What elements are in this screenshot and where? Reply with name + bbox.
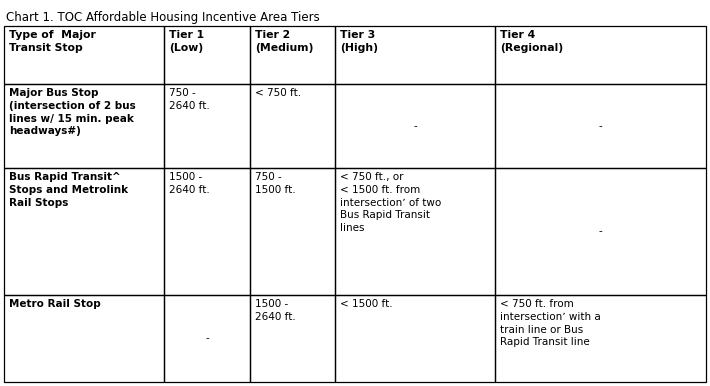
Text: < 750 ft., or
< 1500 ft. from
intersectionʼ of two
Bus Rapid Transit
lines: < 750 ft., or < 1500 ft. from intersecti… (340, 172, 442, 233)
Text: -: - (413, 121, 417, 131)
Bar (164, 26, 250, 84)
Text: -: - (205, 334, 209, 344)
Bar (250, 84, 335, 168)
Bar (496, 168, 706, 295)
Text: Tier 2
(Medium): Tier 2 (Medium) (255, 30, 313, 53)
Text: Type of  Major
Transit Stop: Type of Major Transit Stop (9, 30, 96, 53)
Text: Tier 3
(High): Tier 3 (High) (340, 30, 378, 53)
Text: 750 -
1500 ft.: 750 - 1500 ft. (255, 172, 295, 195)
Text: 1500 -
2640 ft.: 1500 - 2640 ft. (255, 299, 295, 322)
Bar (4, 84, 164, 168)
Text: < 1500 ft.: < 1500 ft. (340, 299, 393, 309)
Text: 750 -
2640 ft.: 750 - 2640 ft. (169, 88, 210, 111)
Text: < 750 ft. from
intersectionʼ with a
train line or Bus
Rapid Transit line: < 750 ft. from intersectionʼ with a trai… (501, 299, 601, 347)
Bar (4, 295, 164, 382)
Bar (496, 295, 706, 382)
Bar (4, 168, 164, 295)
Bar (496, 84, 706, 168)
Text: Chart 1. TOC Affordable Housing Incentive Area Tiers: Chart 1. TOC Affordable Housing Incentiv… (6, 11, 320, 24)
Bar (335, 84, 496, 168)
Bar (335, 168, 496, 295)
Text: Major Bus Stop
(intersection of 2 bus
lines w/ 15 min. peak
headways#): Major Bus Stop (intersection of 2 bus li… (9, 88, 136, 136)
Bar (335, 26, 496, 84)
Text: Bus Rapid Transit^
Stops and Metrolink
Rail Stops: Bus Rapid Transit^ Stops and Metrolink R… (9, 172, 128, 208)
Bar (164, 295, 250, 382)
Bar (250, 26, 335, 84)
Bar (335, 295, 496, 382)
Text: Metro Rail Stop: Metro Rail Stop (9, 299, 101, 309)
Text: < 750 ft.: < 750 ft. (255, 88, 301, 98)
Bar (164, 168, 250, 295)
Text: 1500 -
2640 ft.: 1500 - 2640 ft. (169, 172, 210, 195)
Text: -: - (599, 227, 603, 237)
Bar (4, 26, 164, 84)
Bar (250, 168, 335, 295)
Text: -: - (599, 121, 603, 131)
Bar (496, 26, 706, 84)
Text: Tier 4
(Regional): Tier 4 (Regional) (501, 30, 564, 53)
Text: Tier 1
(Low): Tier 1 (Low) (169, 30, 204, 53)
Bar (164, 84, 250, 168)
Bar (250, 295, 335, 382)
